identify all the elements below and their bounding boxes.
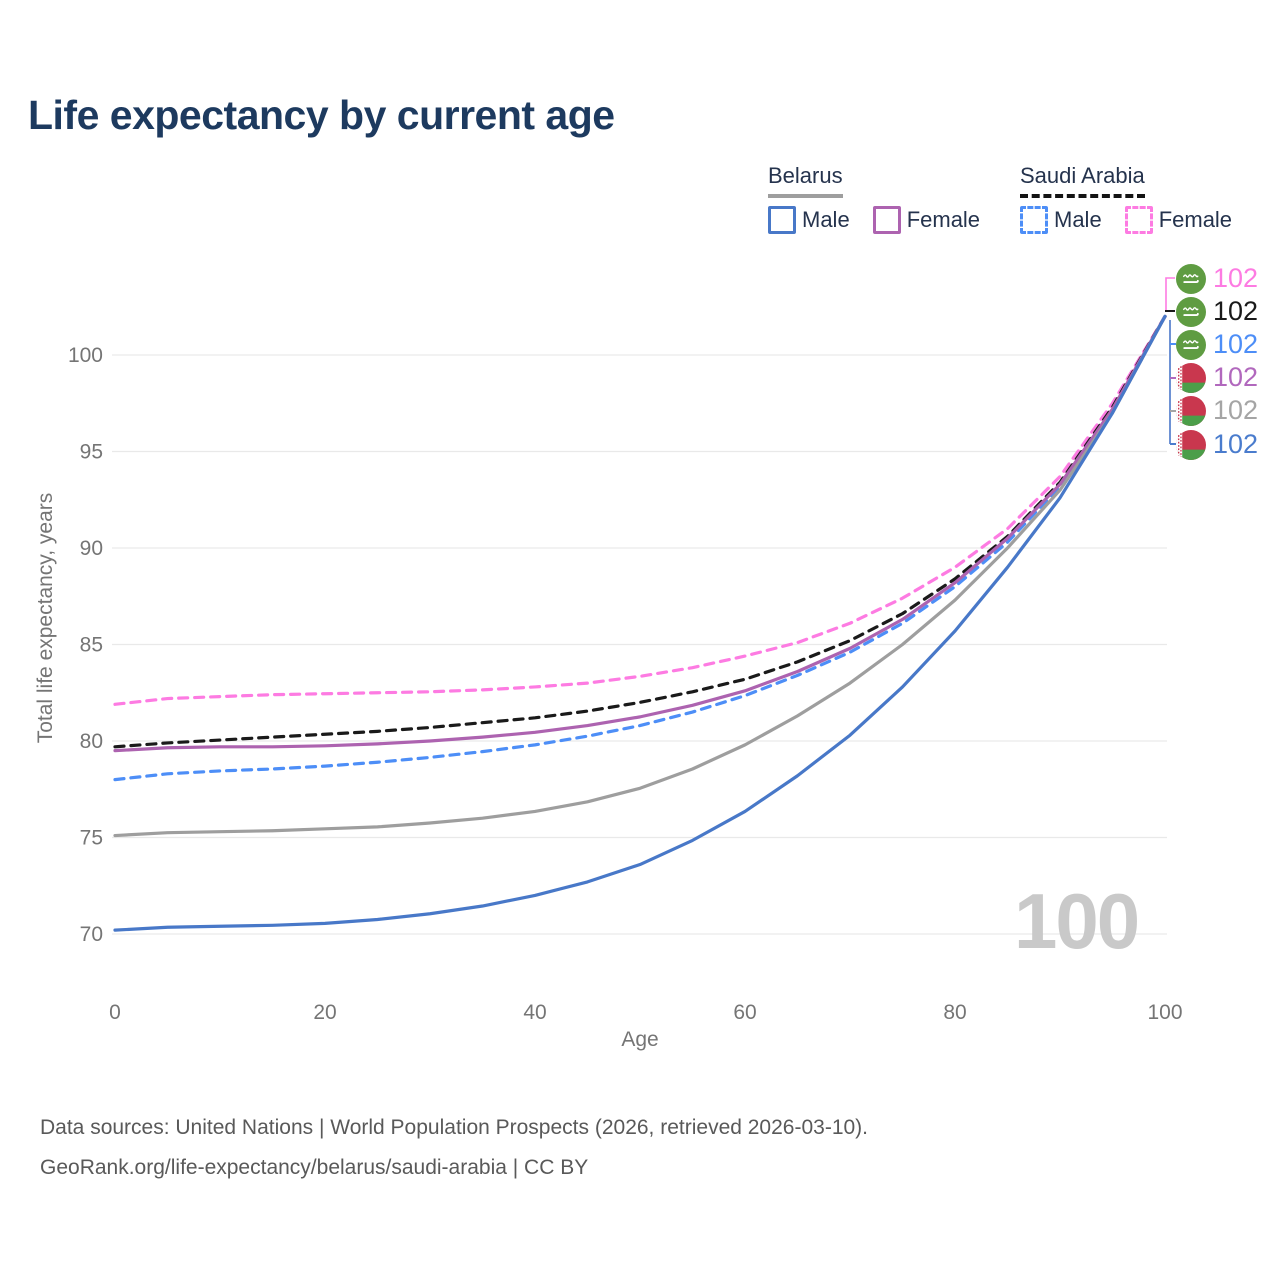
legend-item-label: Female — [906, 207, 981, 232]
series-line-belarus-total[interactable] — [113, 314, 1167, 838]
end-value: 102 — [1213, 362, 1259, 392]
belarus-female-swatch-icon[interactable] — [872, 206, 901, 234]
belarus-flag-icon — [1176, 429, 1206, 460]
legend-item-label: Female — [1158, 207, 1233, 232]
age-counter-watermark: 100 — [1014, 877, 1140, 965]
end-value: 102 — [1213, 296, 1259, 326]
x-tick-label: 0 — [109, 1001, 121, 1024]
saudi-male-swatch-icon[interactable] — [1020, 206, 1048, 234]
y-tick-label: 85 — [80, 634, 103, 657]
saudi-arabia-flag-icon — [1176, 296, 1206, 327]
series-line-saudi-male[interactable] — [113, 314, 1167, 782]
y-tick-label: 90 — [80, 537, 103, 560]
x-tick-label: 100 — [1147, 1001, 1182, 1024]
legend-country-saudi-arabia[interactable]: Saudi Arabia — [1020, 163, 1145, 198]
end-value: 102 — [1213, 395, 1259, 425]
y-tick-label: 100 — [68, 344, 103, 367]
y-tick-label: 80 — [80, 730, 103, 753]
series-line-belarus-female[interactable] — [113, 314, 1167, 753]
series-line-belarus-male[interactable] — [113, 314, 1167, 932]
leader-line — [1165, 277, 1175, 312]
x-tick-label: 40 — [523, 1001, 546, 1024]
series-line-saudi-total[interactable] — [113, 314, 1167, 749]
y-tick-label: 75 — [80, 827, 103, 850]
x-tick-label: 20 — [313, 1001, 336, 1024]
end-label-saudi-female: 102 — [1176, 262, 1258, 295]
end-label-belarus-male: 102 — [1176, 428, 1258, 461]
legend-item-label: Male — [802, 207, 850, 232]
end-label-saudi-male: 102 — [1176, 328, 1258, 361]
y-tick-label: 95 — [80, 441, 103, 464]
y-axis-title: Total life expectancy, years — [34, 492, 57, 744]
legend-country-belarus[interactable]: Belarus — [768, 163, 843, 198]
legend-group-saudi-arabia: Saudi Arabia Male Female — [1020, 163, 1255, 234]
x-axis-title: Age — [621, 1028, 659, 1051]
end-label-belarus-total: 102 — [1176, 394, 1258, 427]
legend-item-belarus-female[interactable]: Female — [872, 206, 981, 234]
x-tick-label: 80 — [943, 1001, 966, 1024]
saudi-female-swatch-icon[interactable] — [1124, 206, 1153, 234]
end-value: 102 — [1213, 429, 1259, 459]
end-value: 102 — [1213, 263, 1259, 293]
belarus-male-swatch-icon[interactable] — [768, 206, 796, 234]
series-line-saudi-female[interactable] — [113, 314, 1167, 706]
legend-item-saudi-female[interactable]: Female — [1124, 206, 1233, 234]
legend-group-belarus: Belarus Male Female — [768, 163, 1003, 234]
data-sources-text: Data sources: United Nations | World Pop… — [40, 1116, 869, 1139]
end-label-saudi-total: 102 — [1176, 295, 1258, 328]
belarus-flag-icon — [1176, 395, 1206, 426]
attribution-text: GeoRank.org/life-expectancy/belarus/saud… — [40, 1156, 589, 1179]
end-value: 102 — [1213, 329, 1259, 359]
legend-item-label: Male — [1054, 207, 1102, 232]
x-tick-label: 60 — [733, 1001, 756, 1024]
y-tick-label: 70 — [80, 923, 103, 946]
belarus-flag-icon — [1176, 362, 1206, 393]
legend-item-belarus-male[interactable]: Male — [768, 206, 850, 234]
end-label-belarus-female: 102 — [1176, 361, 1258, 394]
legend-item-saudi-male[interactable]: Male — [1020, 206, 1102, 234]
footer: Data sources: United Nations | World Pop… — [40, 1108, 868, 1188]
page-title: Life expectancy by current age — [28, 92, 615, 138]
saudi-arabia-flag-icon — [1176, 329, 1206, 360]
saudi-arabia-flag-icon — [1176, 263, 1206, 294]
